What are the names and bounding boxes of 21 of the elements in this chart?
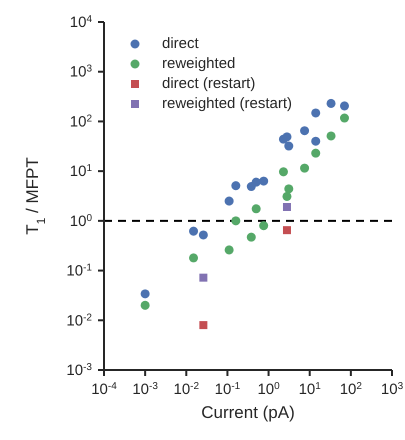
x-tick-label: 10$^{2}$ (340, 380, 362, 398)
y-tick-label: 10$^{4}$ (70, 14, 92, 31)
legend-label: direct (restart) (162, 74, 256, 94)
x-tick-label: 10$^{1}$ (298, 380, 322, 398)
x-tick-label: 10$^{-4}$ (91, 380, 118, 398)
y-tick-label: 10$^{-3}$ (66, 362, 92, 379)
x-tick-label: 10$^{-1}$ (214, 380, 241, 398)
legend-label: direct (162, 34, 199, 54)
y-tick-label: 10$^{1}$ (70, 162, 92, 180)
x-tick-label: 10$^{3}$ (380, 380, 404, 398)
y-tick-label: 10$^{3}$ (70, 63, 92, 81)
y-tick-label: 10$^{0}$ (70, 212, 92, 230)
y-tick-label: 10$^{-2}$ (66, 312, 92, 330)
x-tick-label: 10$^{0}$ (257, 380, 280, 398)
y-tick-label: 10$^{2}$ (70, 112, 92, 130)
x-tick-label: 10$^{-2}$ (173, 380, 200, 398)
x-axis-title: Current (pA) (201, 403, 295, 422)
legend-label: reweighted (162, 54, 236, 74)
x-tick-label: 10$^{-3}$ (132, 380, 158, 398)
y-tick-label: 10$^{-1}$ (66, 262, 92, 280)
legend-label: reweighted (restart) (162, 94, 292, 114)
